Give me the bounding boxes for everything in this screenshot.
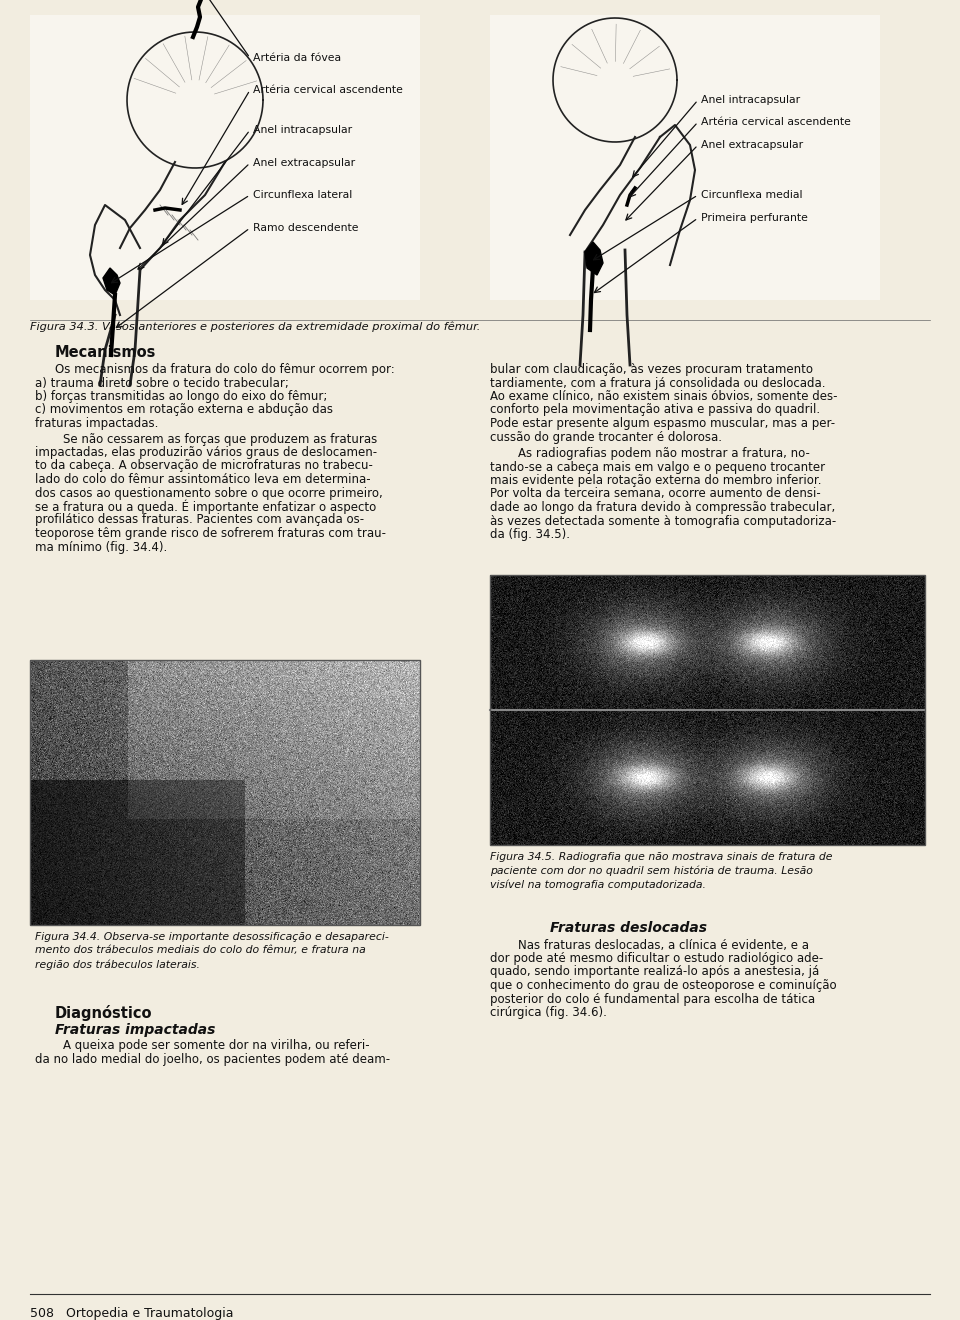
- Text: dos casos ao questionamento sobre o que ocorre primeiro,: dos casos ao questionamento sobre o que …: [35, 487, 383, 499]
- Bar: [30, 660, 420, 925]
- Text: se a fratura ou a queda. É importante enfatizar o aspecto: se a fratura ou a queda. É importante en…: [35, 500, 376, 515]
- Text: paciente com dor no quadril sem história de trauma. Lesão: paciente com dor no quadril sem história…: [490, 866, 813, 876]
- Text: às vezes detectada somente à tomografia computadoriza-: às vezes detectada somente à tomografia …: [490, 515, 836, 528]
- Text: visível na tomografia computadorizada.: visível na tomografia computadorizada.: [490, 879, 706, 890]
- Bar: [490, 576, 925, 845]
- Bar: [30, 15, 420, 300]
- Text: Diagnóstico: Diagnóstico: [55, 1005, 153, 1020]
- Text: mais evidente pela rotação externa do membro inferior.: mais evidente pela rotação externa do me…: [490, 474, 822, 487]
- Text: Fraturas impactadas: Fraturas impactadas: [55, 1023, 215, 1038]
- Text: a) trauma direto sobre o tecido trabecular;: a) trauma direto sobre o tecido trabecul…: [35, 376, 289, 389]
- Text: da (fig. 34.5).: da (fig. 34.5).: [490, 528, 570, 541]
- Text: Figura 34.5. Radiografia que não mostrava sinais de fratura de: Figura 34.5. Radiografia que não mostrav…: [490, 851, 832, 862]
- Text: posterior do colo é fundamental para escolha de tática: posterior do colo é fundamental para esc…: [490, 993, 815, 1006]
- Text: b) forças transmitidas ao longo do eixo do fêmur;: b) forças transmitidas ao longo do eixo …: [35, 389, 327, 403]
- Text: lado do colo do fêmur assintomático leva em determina-: lado do colo do fêmur assintomático leva…: [35, 473, 371, 486]
- Text: 508   Ortopedia e Traumatologia: 508 Ortopedia e Traumatologia: [30, 1307, 233, 1320]
- Text: Anel extracapsular: Anel extracapsular: [253, 158, 355, 168]
- Polygon shape: [585, 242, 603, 275]
- Text: Se não cessarem as forças que produzem as fraturas: Se não cessarem as forças que produzem a…: [63, 433, 377, 446]
- Text: to da cabeça. A observação de microfraturas no trabecu-: to da cabeça. A observação de microfratu…: [35, 459, 372, 473]
- Text: dade ao longo da fratura devido à compressão trabecular,: dade ao longo da fratura devido à compre…: [490, 502, 835, 513]
- Text: ma mínimo (fig. 34.4).: ma mínimo (fig. 34.4).: [35, 540, 167, 553]
- Text: mento dos trábeculos mediais do colo do fêmur, e fratura na: mento dos trábeculos mediais do colo do …: [35, 945, 366, 956]
- Text: dor pode até mesmo dificultar o estudo radiológico ade-: dor pode até mesmo dificultar o estudo r…: [490, 952, 824, 965]
- Text: tardiamente, com a fratura já consolidada ou deslocada.: tardiamente, com a fratura já consolidad…: [490, 376, 826, 389]
- Text: A queixa pode ser somente dor na virilha, ou referi-: A queixa pode ser somente dor na virilha…: [63, 1039, 370, 1052]
- Text: Anel extracapsular: Anel extracapsular: [701, 140, 804, 150]
- Text: Os mecanismos da fratura do colo do fêmur ocorrem por:: Os mecanismos da fratura do colo do fêmu…: [55, 363, 395, 376]
- Text: região dos trábeculos laterais.: região dos trábeculos laterais.: [35, 960, 200, 969]
- Text: Primeira perfurante: Primeira perfurante: [701, 213, 808, 223]
- Text: Mecanismos: Mecanismos: [55, 345, 156, 360]
- Text: profilático dessas fraturas. Pacientes com avançada os-: profilático dessas fraturas. Pacientes c…: [35, 513, 364, 527]
- Text: As radiografias podem não mostrar a fratura, no-: As radiografias podem não mostrar a frat…: [518, 447, 810, 459]
- Text: que o conhecimento do grau de osteoporose e cominuíção: que o conhecimento do grau de osteoporos…: [490, 979, 836, 993]
- Text: impactadas, elas produzirão vários graus de deslocamen-: impactadas, elas produzirão vários graus…: [35, 446, 377, 459]
- Text: bular com claudicação, às vezes procuram tratamento: bular com claudicação, às vezes procuram…: [490, 363, 813, 376]
- Text: tando-se a cabeça mais em valgo e o pequeno trocanter: tando-se a cabeça mais em valgo e o pequ…: [490, 461, 826, 474]
- Text: Pode estar presente algum espasmo muscular, mas a per-: Pode estar presente algum espasmo muscul…: [490, 417, 835, 430]
- Polygon shape: [103, 268, 120, 294]
- Text: Circunflexa medial: Circunflexa medial: [701, 190, 803, 201]
- Text: conforto pela movimentação ativa e passiva do quadril.: conforto pela movimentação ativa e passi…: [490, 404, 820, 417]
- Text: Anel intracapsular: Anel intracapsular: [253, 125, 352, 135]
- Text: Anel intracapsular: Anel intracapsular: [701, 95, 800, 106]
- Text: da no lado medial do joelho, os pacientes podem até deam-: da no lado medial do joelho, os paciente…: [35, 1052, 390, 1065]
- Text: teoporose têm grande risco de sofrerem fraturas com trau-: teoporose têm grande risco de sofrerem f…: [35, 527, 386, 540]
- Text: Artéria cervical ascendente: Artéria cervical ascendente: [701, 117, 851, 127]
- Text: Artéria cervical ascendente: Artéria cervical ascendente: [253, 84, 403, 95]
- Text: Circunflexa lateral: Circunflexa lateral: [253, 190, 352, 201]
- Text: Figura 34.4. Observa-se importante desossificação e desapareci-: Figura 34.4. Observa-se importante desos…: [35, 932, 389, 942]
- Text: Nas fraturas deslocadas, a clínica é evidente, e a: Nas fraturas deslocadas, a clínica é evi…: [518, 939, 809, 952]
- Text: quado, sendo importante realizá-lo após a anestesia, já: quado, sendo importante realizá-lo após …: [490, 965, 819, 978]
- Text: Artéria da fóvea: Artéria da fóvea: [253, 53, 341, 63]
- Text: c) movimentos em rotação externa e abdução das: c) movimentos em rotação externa e abduç…: [35, 404, 333, 417]
- Text: cirúrgica (fig. 34.6).: cirúrgica (fig. 34.6).: [490, 1006, 607, 1019]
- Text: Ramo descendente: Ramo descendente: [253, 223, 358, 234]
- Text: Fraturas deslocadas: Fraturas deslocadas: [550, 920, 707, 935]
- Text: Ao exame clínico, não existem sinais óbvios, somente des-: Ao exame clínico, não existem sinais óbv…: [490, 389, 837, 403]
- Text: fraturas impactadas.: fraturas impactadas.: [35, 417, 158, 430]
- Text: Figura 34.3. Vasos anteriores e posteriores da extremidade proximal do fêmur.: Figura 34.3. Vasos anteriores e posterio…: [30, 322, 480, 333]
- Bar: [490, 15, 880, 300]
- Text: Por volta da terceira semana, ocorre aumento de densi-: Por volta da terceira semana, ocorre aum…: [490, 487, 821, 500]
- Text: cussão do grande trocanter é dolorosa.: cussão do grande trocanter é dolorosa.: [490, 430, 722, 444]
